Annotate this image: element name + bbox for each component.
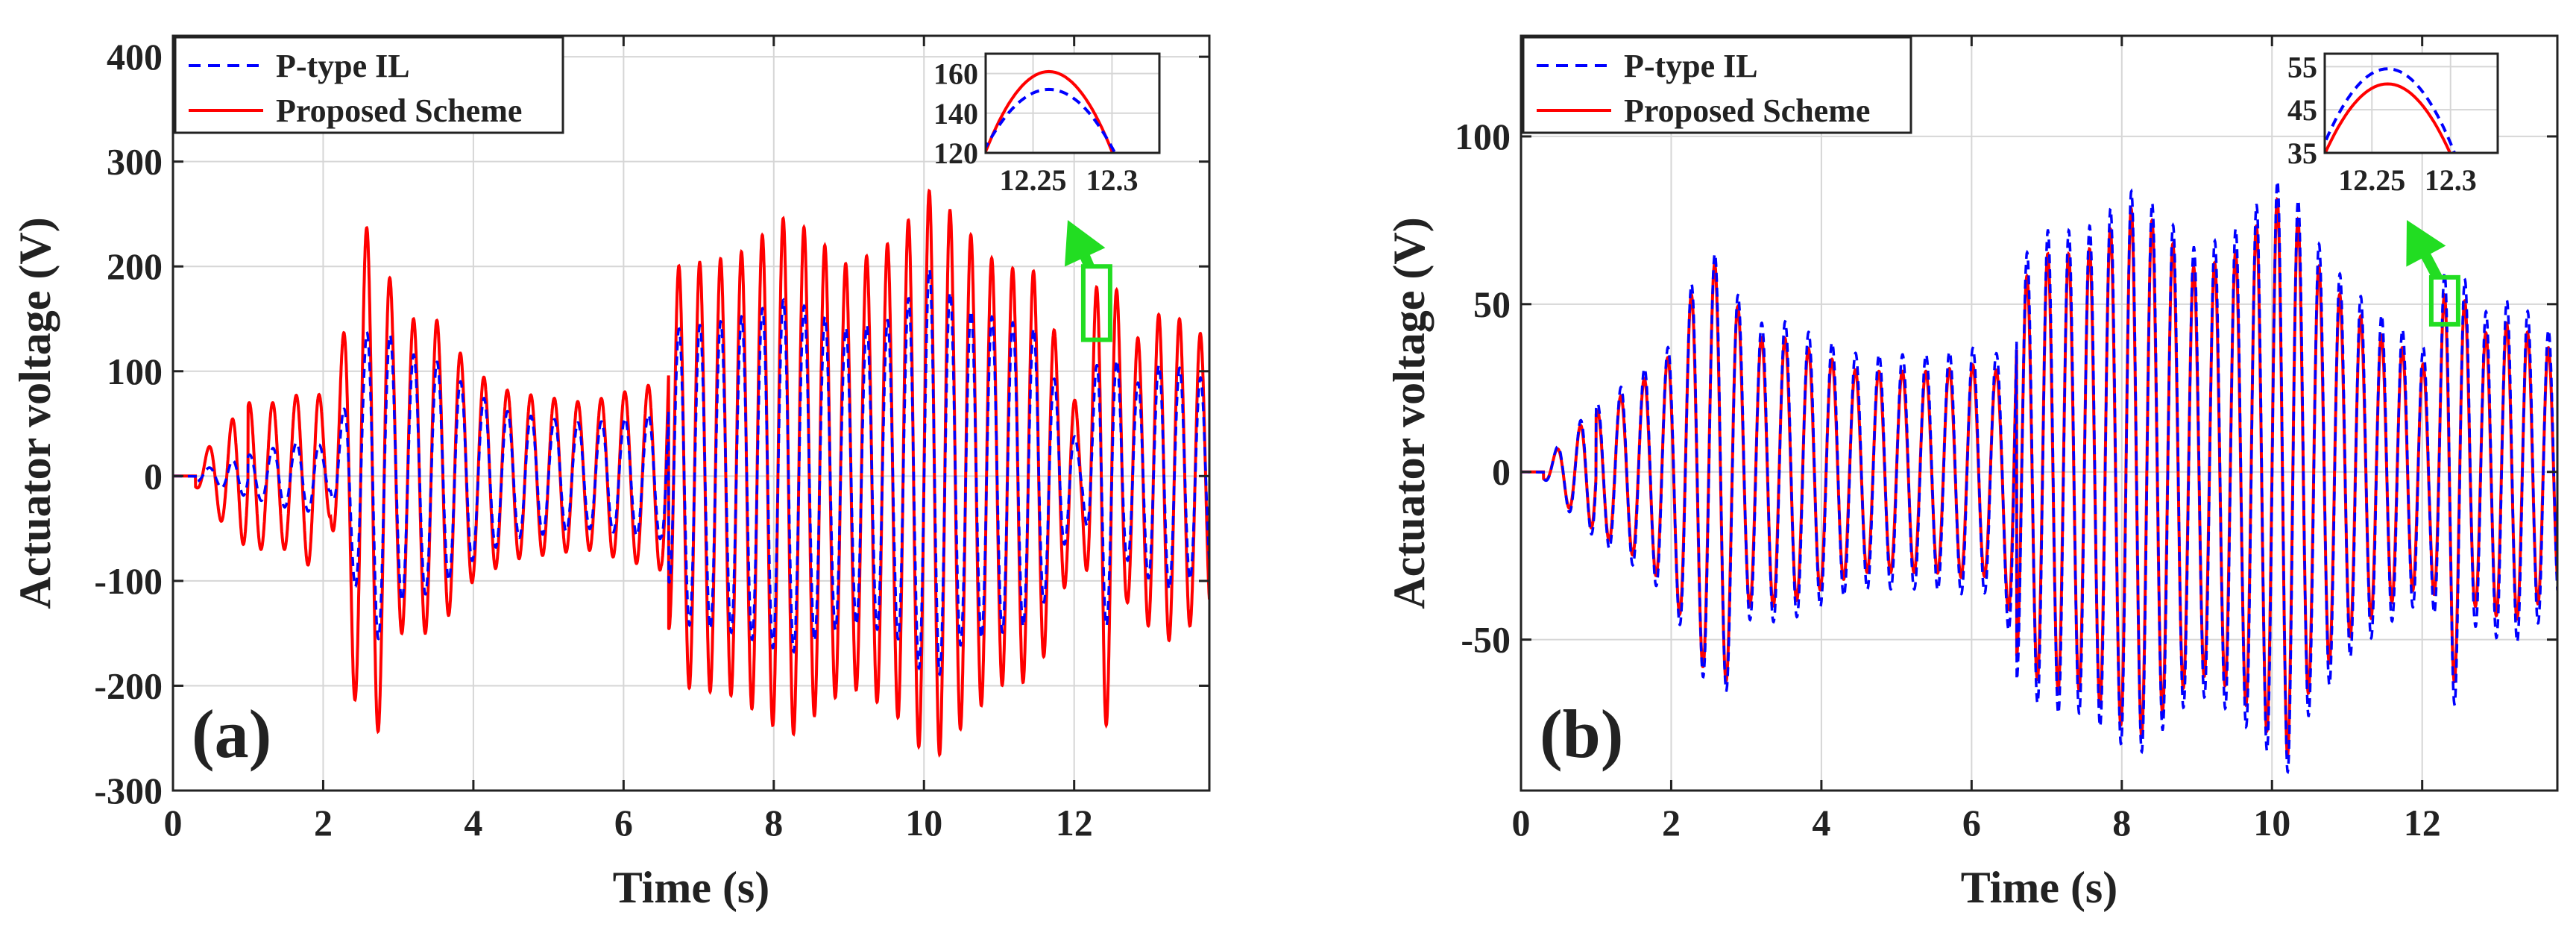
x-tick-label: 4 [1812,802,1830,844]
chart-panel-b: 0 2 4 6 8 10 12 -50 0 50 100 Time (s) Actuator volta… [1385,34,2559,912]
y-tick-label: 300 [107,141,163,183]
inset-y-tick-label: 55 [2287,50,2317,84]
inset-background [986,54,1159,153]
y-tick-label: 100 [1455,116,1511,157]
legend-entry: Proposed Scheme [1624,92,1870,129]
series-line-p-type-il [173,267,1209,676]
x-axis-label: Time (s) [1961,863,2118,912]
x-axis-label: Time (s) [613,863,770,912]
y-tick-label: 100 [107,351,163,392]
zoom-arrow-head [1064,220,1106,267]
series-line-proposed-scheme [1521,196,2557,758]
x-tick-label: 0 [164,802,183,844]
legend-box [1522,36,1912,134]
inset-y-tick-label: 35 [2287,136,2317,170]
y-tick-label: -200 [94,665,163,706]
legend-box [174,36,564,134]
legend-entry: Proposed Scheme [276,92,522,129]
inset-plot: 35 45 55 12.25 12.3 [2287,50,2499,197]
zoom-region-box [2428,274,2460,327]
inset-frame [2323,52,2499,154]
axes-frame [1520,34,2559,792]
y-axis-label: Actuator voltage (V) [10,217,60,609]
chart-panel-a: 0 2 4 6 8 10 12 -300 -200 -100 0 100 200 300 400 Time (… [10,34,1211,912]
x-tick-label: 10 [905,802,942,844]
x-tick-label: 10 [2253,802,2290,844]
y-tick-label: 200 [107,245,163,287]
inset-x-tick-label: 12.25 [1000,163,1067,197]
y-axis-label: Actuator voltage (V) [1385,217,1434,609]
inset-line-p-type-il [986,87,1117,153]
inset-y-tick-label: 120 [933,136,978,170]
inset-line-proposed-scheme [986,69,1115,153]
inset-x-tick-label: 12.25 [2338,163,2405,197]
axes-frame [171,34,1211,792]
y-tick-label: 400 [107,36,163,78]
x-tick-label: 2 [314,802,333,844]
legend: P-type IL Proposed Scheme [174,36,564,134]
x-tick-label: 8 [2112,802,2131,844]
legend-entry: P-type IL [276,48,410,84]
x-tick-label: 6 [614,802,633,844]
zoom-region-box [1080,264,1112,342]
y-tick-label: 0 [1492,451,1511,493]
x-tick-label: 12 [1056,802,1093,844]
inset-background [2325,54,2498,153]
series-line-p-type-il [1521,178,2557,775]
x-tick-label: 6 [1962,802,1981,844]
panel-label: (a) [192,696,271,772]
x-tick-label: 0 [1512,802,1531,844]
x-tick-label: 12 [2404,802,2441,844]
inset-y-tick-label: 45 [2287,93,2317,127]
inset-frame [984,52,1161,154]
legend-entry: P-type IL [1624,48,1758,84]
panel-label: (b) [1540,696,1623,772]
inset-y-tick-label: 140 [933,97,978,131]
y-tick-label: -300 [94,770,163,811]
zoom-arrow-head [2406,220,2446,267]
y-tick-label: 0 [144,455,163,497]
x-tick-label: 8 [764,802,783,844]
y-tick-label: -100 [94,560,163,602]
legend: P-type IL Proposed Scheme [1522,36,1912,134]
x-tick-label: 4 [464,802,482,844]
inset-x-tick-label: 12.3 [2425,163,2477,197]
series-line-proposed-scheme [173,188,1209,758]
y-tick-label: -50 [1461,619,1511,661]
inset-plot: 120 140 160 12.25 12.3 [933,52,1161,197]
inset-x-tick-label: 12.3 [1086,163,1138,197]
y-tick-label: 50 [1473,283,1511,325]
x-tick-label: 2 [1662,802,1681,844]
inset-y-tick-label: 160 [933,57,978,91]
inset-line-proposed-scheme [2325,82,2452,153]
